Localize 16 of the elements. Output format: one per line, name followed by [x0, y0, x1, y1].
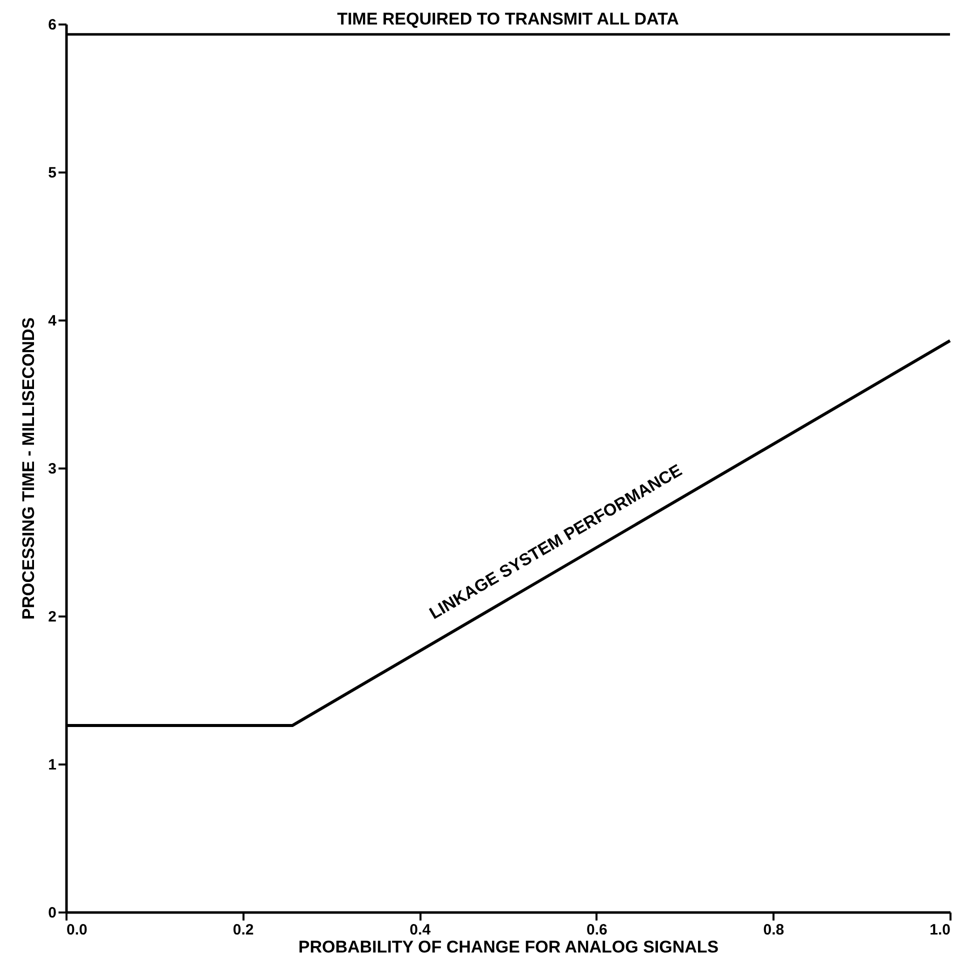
y-tick-label: 4 [48, 312, 58, 330]
x-tick-label: 0.6 [586, 922, 608, 938]
y-axis-title: PROCESSING TIME - MILLISECONDS [19, 317, 38, 620]
y-tick-label: 5 [48, 164, 56, 182]
y-tick-label: 6 [48, 16, 56, 34]
y-tick-label: 2 [48, 608, 56, 626]
ref-line-label: TIME REQUIRED TO TRANSMIT ALL DATA [337, 9, 679, 28]
x-tick-label: 0.4 [410, 922, 432, 938]
x-tick-label: 0.2 [232, 922, 254, 938]
y-tick-label: 1 [48, 756, 56, 774]
x-axis-title: PROBABILITY OF CHANGE FOR ANALOG SIGNALS [298, 938, 719, 956]
x-tick-label: 0.0 [66, 922, 88, 938]
y-tick-label: 0 [48, 904, 56, 922]
y-tick-label: 3 [48, 460, 56, 478]
x-tick-label: 1.0 [930, 922, 950, 938]
x-tick-label: 0.8 [763, 922, 784, 938]
